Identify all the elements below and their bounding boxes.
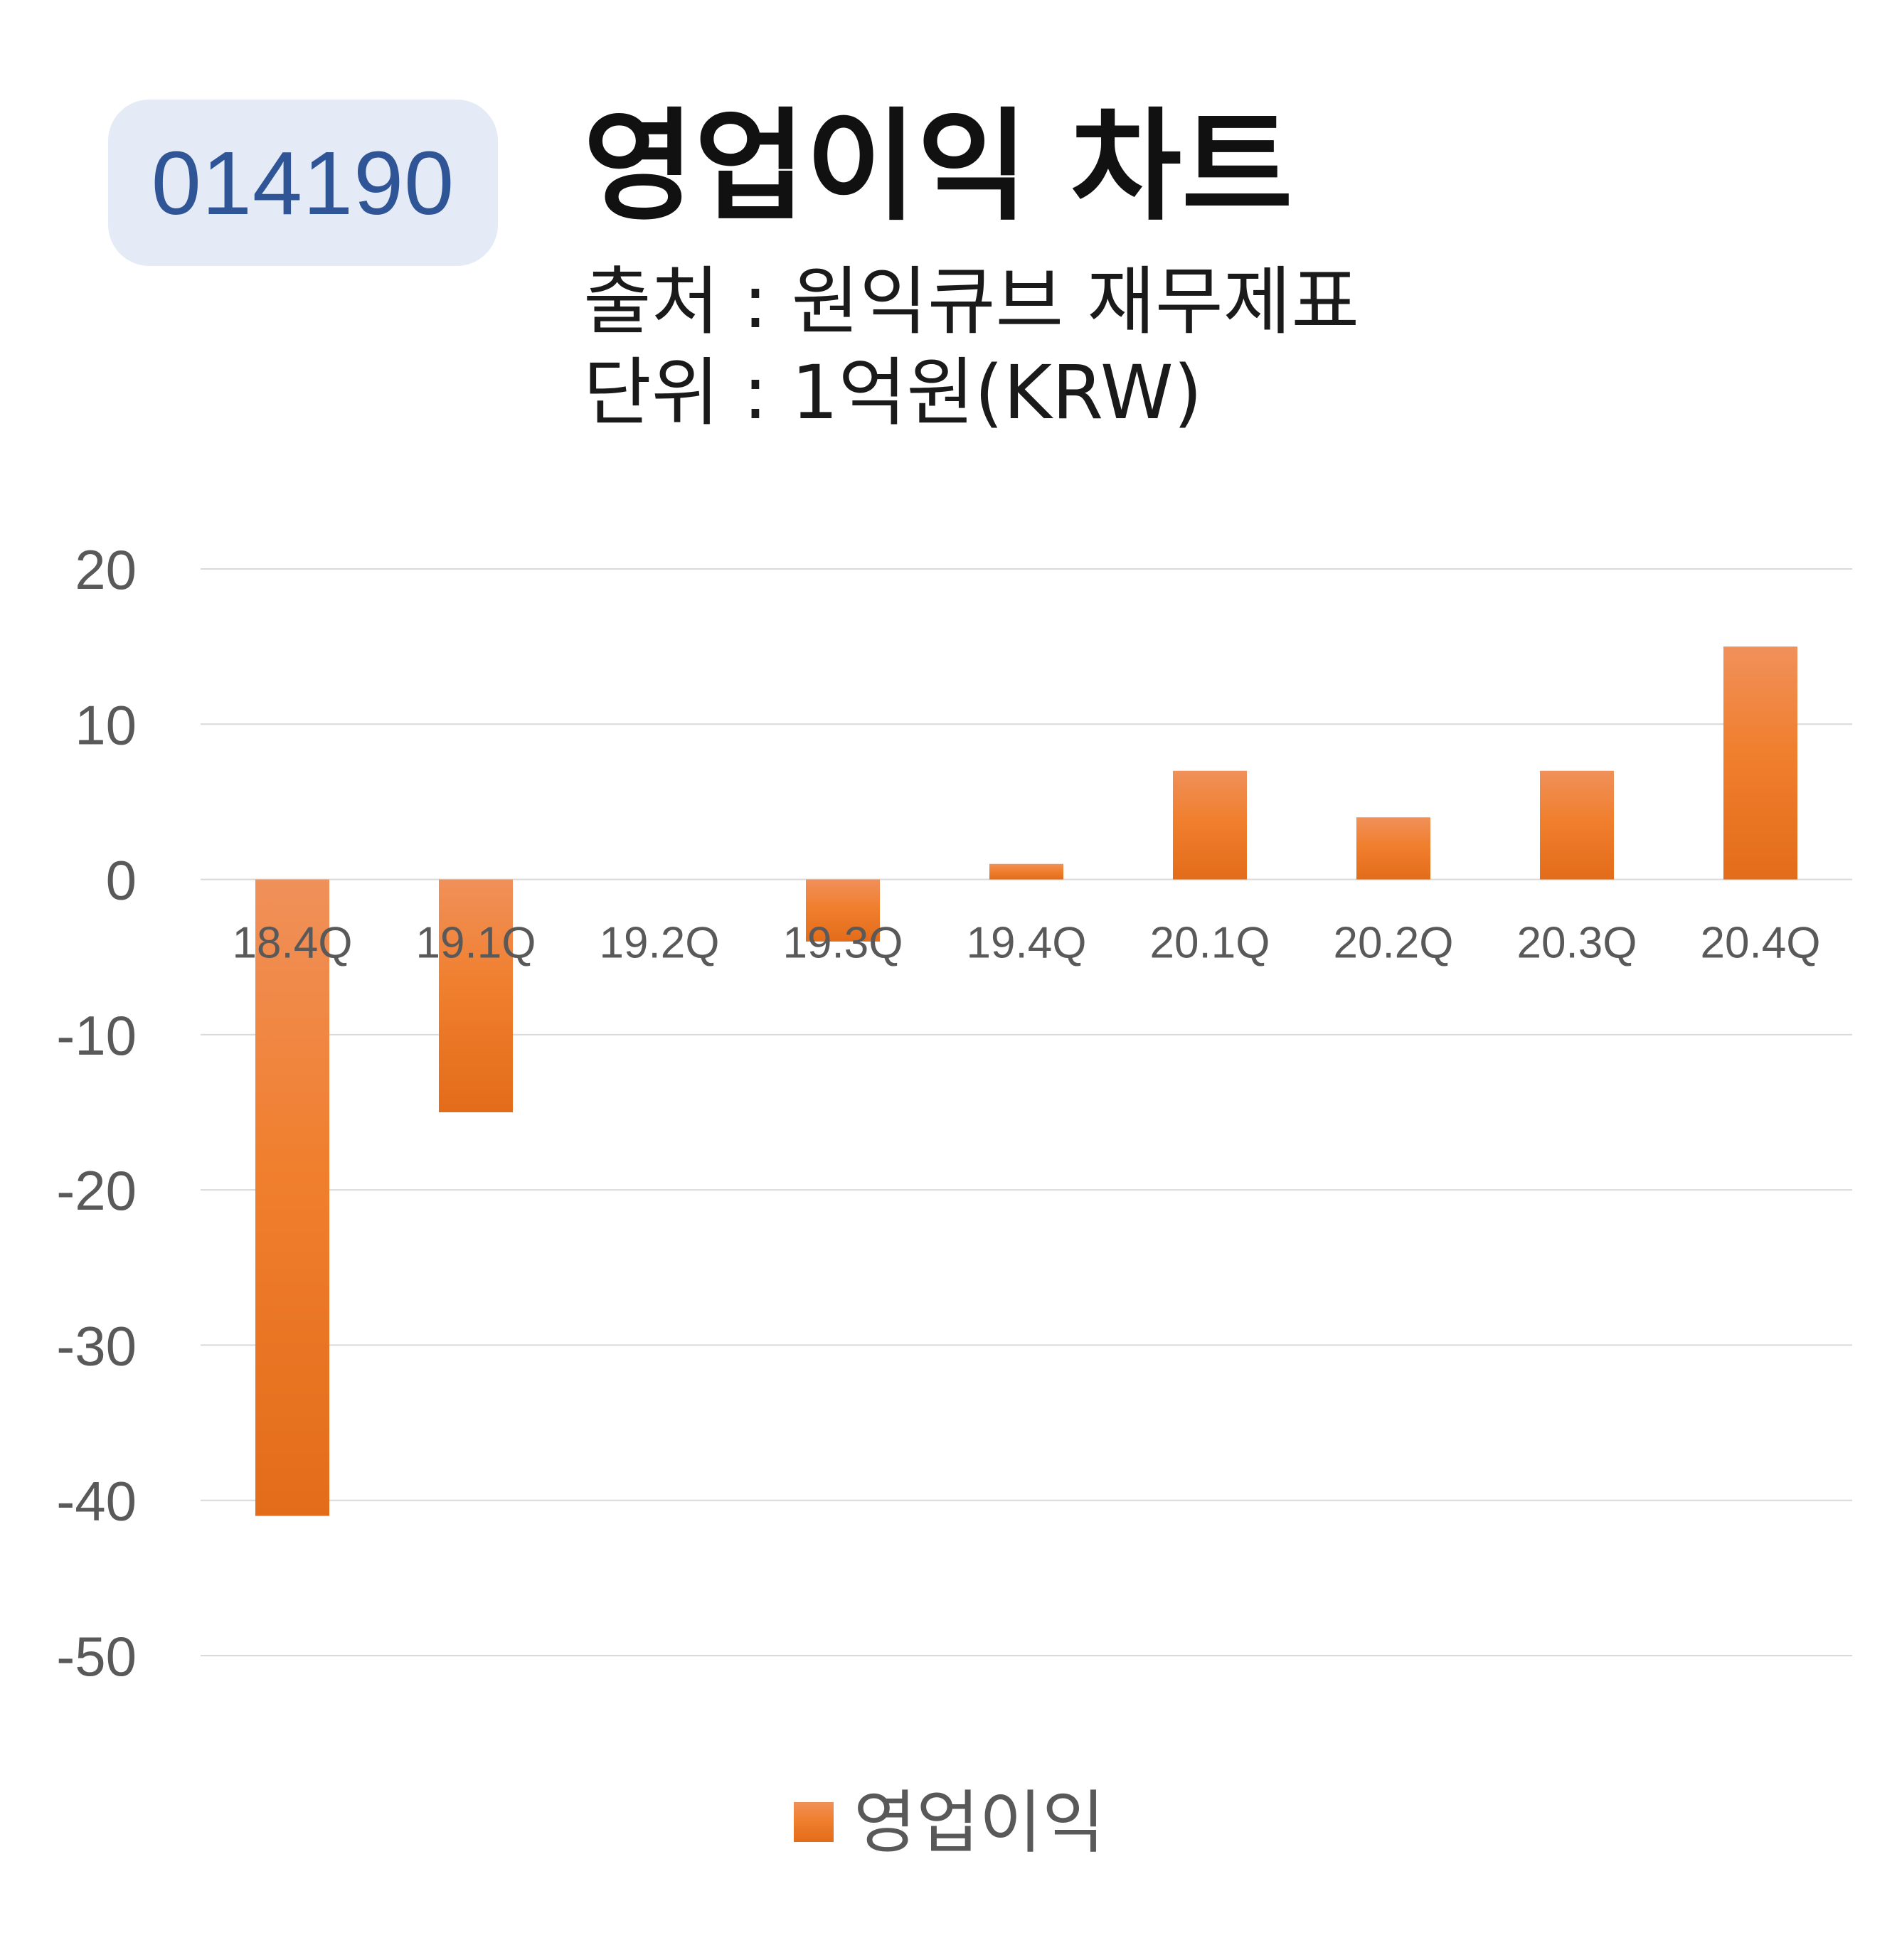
x-tick-label: 20.3Q bbox=[1517, 919, 1637, 968]
y-axis-ticks: 20 10 0 -10 -20 -30 -40 -50 bbox=[56, 538, 137, 1688]
legend: 영업이익 bbox=[794, 1783, 1105, 1863]
bar bbox=[1723, 646, 1797, 880]
bar bbox=[439, 879, 513, 1112]
y-tick-label: -30 bbox=[56, 1314, 137, 1377]
chart-source: 출처 : 원익큐브 재무제표 bbox=[583, 258, 1360, 345]
bar bbox=[1540, 770, 1614, 880]
x-tick-label: 18.4Q bbox=[233, 919, 353, 968]
bar bbox=[806, 879, 880, 942]
bar bbox=[989, 863, 1063, 880]
x-tick-label: 19.4Q bbox=[967, 919, 1087, 968]
y-tick-label: 10 bbox=[75, 693, 137, 756]
stock-code: 014190 bbox=[151, 132, 455, 233]
x-tick-label: 20.1Q bbox=[1150, 919, 1270, 968]
chart-title: 영업이익 차트 bbox=[583, 97, 1293, 238]
x-tick-label: 20.2Q bbox=[1334, 919, 1454, 968]
y-tick-label: -10 bbox=[56, 1004, 137, 1067]
x-tick-label: 19.3Q bbox=[783, 919, 903, 968]
bar bbox=[1356, 817, 1430, 880]
y-tick-label: 0 bbox=[106, 849, 137, 912]
x-tick-label: 20.4Q bbox=[1701, 919, 1821, 968]
x-tick-label: 19.2Q bbox=[600, 919, 720, 968]
x-axis-ticks: 18.4Q 19.1Q 19.2Q 19.3Q 19.4Q 20.1Q 20.2Q 20.3Q… bbox=[233, 919, 1821, 968]
x-tick-label: 19.1Q bbox=[416, 919, 536, 968]
stock-code-badge: 014190 bbox=[108, 100, 498, 266]
bar bbox=[1173, 770, 1247, 880]
y-tick-label: -40 bbox=[56, 1470, 137, 1533]
y-tick-label: -20 bbox=[56, 1159, 137, 1222]
legend-swatch bbox=[794, 1802, 834, 1842]
bar bbox=[255, 879, 329, 1516]
y-tick-label: 20 bbox=[75, 538, 137, 601]
legend-label: 영업이익 bbox=[854, 1783, 1105, 1863]
y-tick-label: -50 bbox=[56, 1625, 137, 1688]
chart-unit: 단위 : 1억원(KRW) bbox=[583, 349, 1203, 436]
bars bbox=[255, 646, 1797, 1516]
